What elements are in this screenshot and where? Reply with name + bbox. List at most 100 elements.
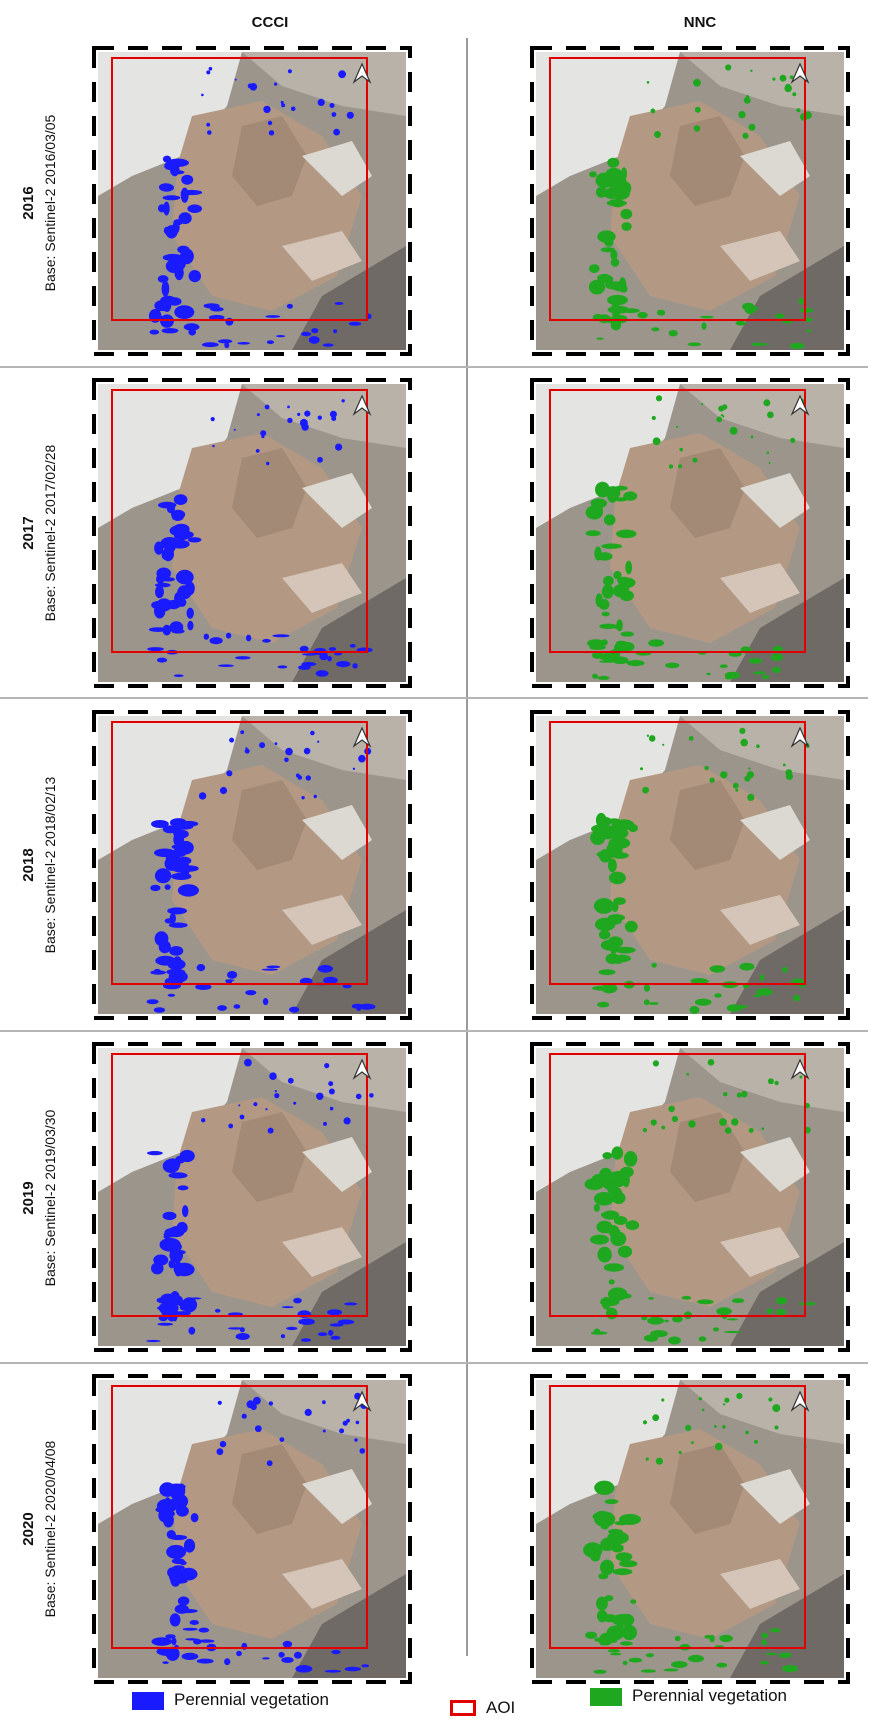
vegetation-patch — [225, 979, 233, 984]
row-label-2018: 2018 Base: Sentinel-2 2018/02/13 — [0, 702, 80, 1028]
vegetation-patch — [260, 430, 267, 437]
salt-patch — [302, 1469, 372, 1524]
vegetation-patch — [165, 1158, 181, 1171]
vegetation-patch — [343, 1117, 351, 1125]
vegetation-patch — [175, 1311, 191, 1316]
vegetation-patch — [254, 1425, 262, 1433]
vegetation-patch — [333, 329, 338, 334]
vegetation-patch — [607, 858, 617, 873]
vegetation-patch — [656, 309, 666, 316]
vegetation-patch — [155, 955, 176, 966]
vegetation-patch — [282, 1640, 293, 1648]
vegetation-patch — [789, 75, 794, 80]
vegetation-patch — [166, 1544, 187, 1559]
vegetation-patch — [314, 648, 326, 652]
vegetation-patch — [217, 1400, 222, 1405]
vegetation-patch — [610, 940, 618, 955]
base-image-label: Base: Sentinel-2 2016/03/05 — [42, 114, 58, 292]
vegetation-patch — [585, 1631, 598, 1639]
vegetation-patch — [707, 1059, 715, 1066]
vegetation-patch — [178, 1569, 193, 1579]
salt-patch — [302, 141, 372, 196]
vegetation-patch — [290, 106, 296, 112]
vegetation-patch — [611, 852, 629, 859]
vegetation-patch — [274, 742, 278, 745]
vegetation-patch — [610, 249, 618, 261]
vegetation-patch — [169, 1247, 183, 1263]
vegetation-patch — [311, 328, 319, 334]
vegetation-patch — [150, 884, 161, 892]
vegetation-patch — [595, 920, 617, 925]
vegetation-patch — [156, 657, 168, 663]
terrain-north — [242, 1048, 406, 1112]
vegetation-patch — [625, 1220, 640, 1231]
salt-patch — [282, 895, 362, 945]
base-image-label: Base: Sentinel-2 2019/03/30 — [42, 1109, 58, 1287]
vegetation-patch — [342, 1420, 348, 1426]
vegetation-patch — [201, 342, 219, 348]
vegetation-patch — [678, 464, 683, 469]
vegetation-patch — [591, 824, 613, 834]
vegetation-patch — [690, 978, 708, 984]
vegetation-patch — [178, 212, 192, 225]
vegetation-patch — [751, 342, 763, 347]
vegetation-patch — [698, 1336, 707, 1342]
vegetation-patch — [166, 503, 175, 514]
vegetation-patch — [245, 634, 252, 642]
vegetation-patch — [726, 1318, 738, 1321]
vegetation-patch — [760, 1660, 769, 1665]
vegetation-patch — [595, 593, 603, 608]
vegetation-patch — [590, 1234, 609, 1245]
row-divider — [0, 1030, 868, 1032]
vegetation-patch — [317, 415, 322, 420]
vegetation-patch — [615, 1552, 633, 1562]
vegetation-patch — [603, 514, 616, 526]
plateau-core — [232, 1112, 307, 1202]
vegetation-patch — [240, 730, 245, 735]
vegetation-patch — [163, 201, 170, 216]
vegetation-patch — [217, 339, 233, 344]
vegetation-patch — [792, 980, 801, 984]
vegetation-patch — [603, 575, 614, 587]
salt-flat — [98, 384, 242, 528]
vegetation-patch — [196, 1658, 214, 1664]
vegetation-patch — [767, 411, 774, 419]
vegetation-patch — [361, 1664, 370, 1668]
salt-flat — [536, 716, 680, 860]
vegetation-patch — [160, 295, 176, 305]
plateau-core — [232, 116, 307, 206]
vegetation-patch — [206, 70, 211, 75]
vegetation-patch — [729, 426, 738, 435]
vegetation-patch — [281, 1657, 294, 1663]
vegetation-layer — [148, 66, 372, 349]
vegetation-patch — [225, 317, 234, 326]
vegetation-patch — [253, 1396, 261, 1405]
vegetation-patch — [731, 1298, 745, 1304]
vegetation-patch — [346, 111, 354, 119]
vegetation-patch — [263, 105, 271, 114]
vegetation-patch — [688, 736, 694, 741]
vegetation-patch — [146, 999, 159, 1005]
row-divider — [0, 1362, 868, 1364]
aoi-rectangle — [111, 1053, 368, 1317]
vegetation-patch — [286, 303, 293, 309]
vegetation-patch — [735, 320, 746, 326]
vegetation-patch — [187, 537, 202, 543]
vegetation-patch — [241, 1413, 247, 1419]
vegetation-patch — [180, 820, 199, 827]
vegetation-patch — [606, 1485, 615, 1490]
vegetation-patch — [594, 917, 616, 932]
vegetation-patch — [161, 280, 170, 297]
vegetation-patch — [188, 1326, 196, 1335]
vegetation-patch — [328, 1329, 334, 1336]
vegetation-patch — [209, 637, 223, 645]
vegetation-patch — [218, 664, 234, 667]
vegetation-patch — [176, 1221, 188, 1234]
plateau-core — [232, 780, 307, 870]
vegetation-patch — [681, 1295, 692, 1300]
vegetation-patch — [310, 730, 315, 736]
vegetation-patch — [772, 77, 776, 81]
vegetation-patch — [305, 775, 311, 781]
base-image-label: Base: Sentinel-2 2020/04/08 — [42, 1440, 58, 1618]
vegetation-patch — [181, 1652, 199, 1660]
